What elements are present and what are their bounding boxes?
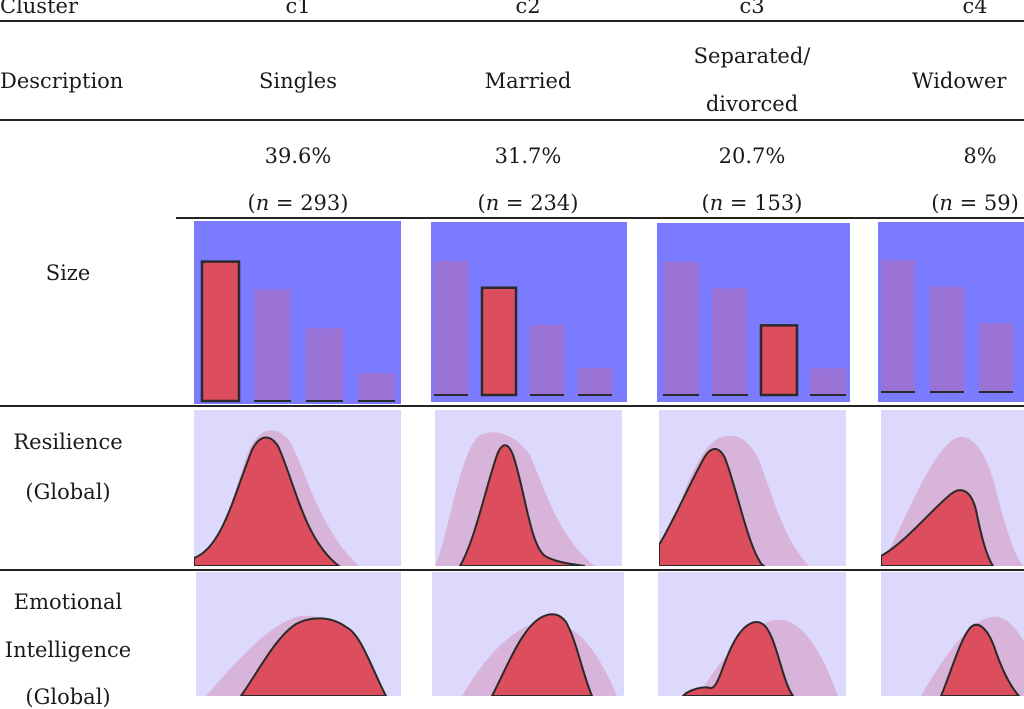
emotional-density-curve-c4 [939,623,1021,696]
percent-c1: 39.6% [264,144,332,168]
cluster-id-c1: c1 [285,0,311,18]
resilience-density-panel-c2 [435,410,622,566]
size-bar-chart-c1 [194,221,401,404]
size-bar-highlight-c3 [759,324,799,397]
percent-c4: 8% [963,144,997,168]
emotional-density-panel-c3 [658,572,846,696]
resilience-density-chart-c1 [194,410,401,566]
size-bar-ghost-c2-c4 [578,367,612,395]
description-c3-line1: Separated/ [693,44,811,68]
size-bar-ghost-c3-c4 [810,368,846,395]
description-header-label: Description [0,69,124,93]
size-bar-panel-c2 [431,222,627,402]
row-label-resilience-line1: Resilience [13,430,123,454]
emotional-density-chart-c4 [881,572,1024,696]
cluster-id-c4: c4 [962,0,988,18]
size-bar-ghost-c1-c2 [254,289,291,401]
resilience-density-curve-c3 [659,448,766,566]
resilience-density-curve-c1 [194,436,341,566]
size-bar-ghost-c3-c1 [663,261,699,395]
description-c2: Married [484,69,572,93]
resilience-density-chart-c3 [659,410,846,566]
row-label-emotional-line3: (Global) [25,685,111,709]
resilience-bottom-rule [0,569,1024,571]
cluster-id-c3: c3 [739,0,765,18]
cluster-header-label: Cluster [0,0,78,18]
resilience-density-curve-c4 [881,489,995,566]
emotional-density-curve-c3 [681,621,795,696]
size-bar-ghost-c3-c2 [712,288,748,395]
resilience-density-chart-c4 [881,410,1024,566]
description-c1: Singles [259,69,337,93]
description-c3-line2: divorced [705,92,799,116]
size-bar-ghost-c1-c4 [358,372,395,401]
n-count-c1: (n = 293) [247,191,349,215]
size-bar-ghost-c4-c3 [979,323,1013,392]
resilience-density-panel-c3 [659,410,846,566]
size-bar-ghost-c4-c1 [881,260,915,392]
emotional-density-chart-c1 [196,572,401,696]
row-label-size: Size [45,261,91,285]
emotional-density-panel-c4 [881,572,1024,696]
size-bar-highlight-c2 [480,286,518,397]
n-count-c4: (n = 59) [931,191,1019,215]
percent-c3: 20.7% [718,144,786,168]
row-label-resilience-line2: (Global) [25,480,111,504]
size-bar-chart-c3 [657,223,850,402]
cluster-id-c2: c2 [515,0,541,18]
emotional-density-chart-c3 [658,572,846,696]
size-bar-panel-c4 [878,222,1024,402]
n-count-c2: (n = 234) [477,191,579,215]
description-c4: Widower [912,69,1007,93]
emotional-density-curve-c2 [490,613,594,696]
size-bar-ghost-c1-c3 [306,328,343,401]
size-bar-chart-c4 [878,222,1024,402]
size-bar-highlight-c1 [200,260,241,403]
resilience-density-curve-c2 [458,444,586,566]
size-bar-ghost-c4-c2 [930,286,964,392]
emotional-density-panel-c2 [432,572,624,696]
row-label-emotional-line1: Emotional [13,590,123,614]
emotional-density-curve-c1 [239,617,388,696]
size-bar-panel-c1 [194,221,401,404]
size-bar-chart-c2 [431,222,627,402]
resilience-density-panel-c4 [881,410,1024,566]
emotional-density-panel-c1 [196,572,401,696]
size-bar-ghost-c2-c1 [434,261,468,395]
table-top-rule [0,20,1024,22]
row-label-emotional-line2: Intelligence [4,638,132,662]
size-bar-ghost-c2-c3 [530,324,564,395]
percent-c2: 31.7% [494,144,562,168]
description-bottom-rule [0,119,1024,121]
size-bar-panel-c3 [657,223,850,402]
size-header-rule [176,217,1024,219]
size-bottom-rule [0,405,1024,407]
emotional-density-chart-c2 [432,572,624,696]
n-count-c3: (n = 153) [701,191,803,215]
resilience-density-panel-c1 [194,410,401,566]
resilience-density-chart-c2 [435,410,622,566]
